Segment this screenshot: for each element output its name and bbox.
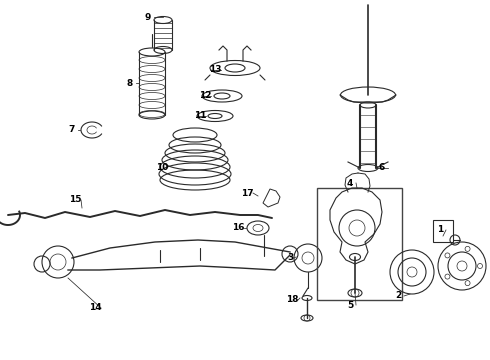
Text: 7: 7 <box>69 126 75 135</box>
Text: 10: 10 <box>156 163 168 172</box>
Text: 4: 4 <box>347 179 353 188</box>
Text: 11: 11 <box>194 112 206 121</box>
Text: 13: 13 <box>209 66 221 75</box>
Text: 2: 2 <box>395 292 401 301</box>
Text: 18: 18 <box>286 296 298 305</box>
Text: 3: 3 <box>287 252 293 261</box>
Text: 9: 9 <box>145 13 151 22</box>
Text: 16: 16 <box>232 224 244 233</box>
Text: 8: 8 <box>127 78 133 87</box>
Text: 5: 5 <box>347 301 353 310</box>
Text: 1: 1 <box>437 225 443 234</box>
Text: 12: 12 <box>199 91 211 100</box>
Bar <box>317 188 402 300</box>
Text: 15: 15 <box>69 195 81 204</box>
Text: 17: 17 <box>241 189 253 198</box>
Bar <box>433 220 453 242</box>
Text: 14: 14 <box>89 303 101 312</box>
Text: 6: 6 <box>379 163 385 172</box>
